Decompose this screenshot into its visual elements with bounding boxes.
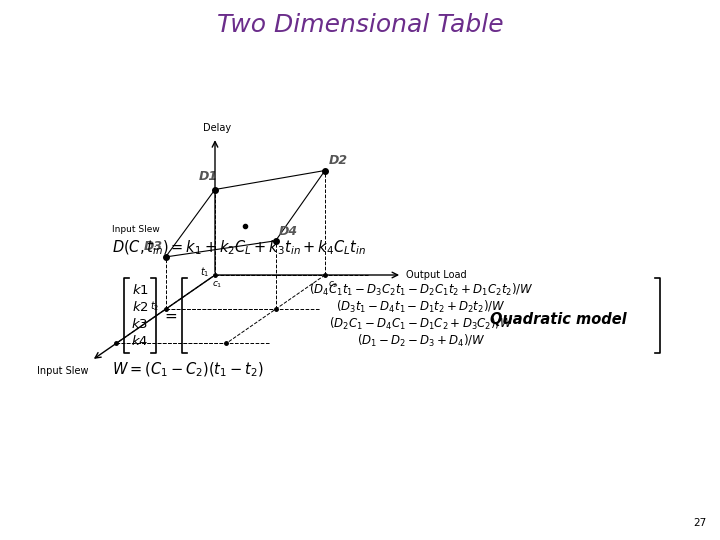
Text: $=$: $=$ — [162, 308, 178, 323]
Text: $D(C,t_{in}) = k_1 + k_2C_L + k_3t_{in} + k_4C_Lt_{in}$: $D(C,t_{in}) = k_1 + k_2C_L + k_3t_{in} … — [112, 239, 366, 257]
Text: D3: D3 — [143, 240, 163, 253]
Text: $k4$: $k4$ — [131, 334, 148, 348]
Text: 27: 27 — [693, 518, 706, 528]
Text: $(D_3t_1 - D_4t_1 - D_1t_2 + D_2t_2)/W$: $(D_3t_1 - D_4t_1 - D_1t_2 + D_2t_2)/W$ — [336, 299, 506, 315]
Text: $(D_4C_1t_1 - D_3C_2t_1 - D_2C_1t_2 + D_1C_2t_2)/W$: $(D_4C_1t_1 - D_3C_2t_1 - D_2C_1t_2 + D_… — [309, 282, 534, 298]
Text: $c_1$: $c_1$ — [212, 280, 222, 291]
Text: Quadratic model: Quadratic model — [490, 313, 626, 327]
Text: Two Dimensional Table: Two Dimensional Table — [217, 13, 503, 37]
Text: $(D_2C_1 - D_4C_1 - D_1C_2 + D_3C_2)/W$: $(D_2C_1 - D_4C_1 - D_1C_2 + D_3C_2)/W$ — [329, 316, 513, 332]
Text: Output Load: Output Load — [406, 270, 467, 280]
Text: D2: D2 — [329, 153, 348, 166]
Text: $t_1$: $t_1$ — [199, 265, 209, 279]
Text: $k2$: $k2$ — [132, 300, 148, 314]
Text: Input Slew: Input Slew — [112, 226, 160, 234]
Text: Input Slew: Input Slew — [37, 367, 89, 376]
Text: $(D_1 - D_2 - D_3 + D_4)/W$: $(D_1 - D_2 - D_3 + D_4)/W$ — [356, 333, 485, 349]
Text: $k1$: $k1$ — [132, 283, 148, 297]
Text: $W = (C_1 - C_2)(t_1 - t_2)$: $W = (C_1 - C_2)(t_1 - t_2)$ — [112, 361, 264, 379]
Text: Delay: Delay — [203, 123, 231, 133]
Text: D1: D1 — [199, 171, 218, 184]
Text: $k3$: $k3$ — [132, 317, 148, 331]
Text: D4: D4 — [279, 225, 298, 238]
Text: $t_2$: $t_2$ — [150, 299, 160, 313]
Text: $c_2$: $c_2$ — [328, 279, 338, 289]
